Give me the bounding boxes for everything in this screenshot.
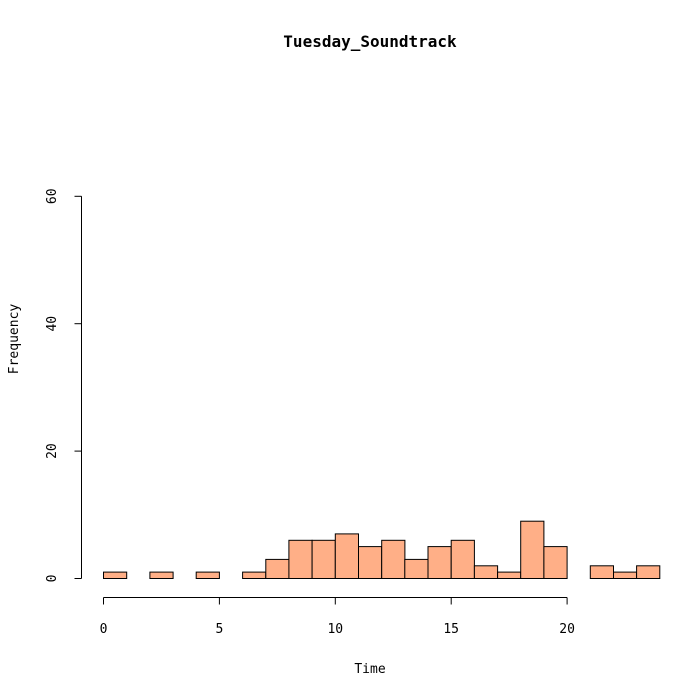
histogram-bar-11 bbox=[358, 546, 383, 579]
histogram-bar-18 bbox=[520, 520, 545, 580]
x-tick-label-0: 0 bbox=[100, 622, 108, 637]
x-tick-label-5: 5 bbox=[215, 622, 223, 637]
histogram-bar-16 bbox=[473, 565, 499, 579]
y-axis-label: Frequency bbox=[7, 304, 22, 375]
y-tick-label-40: 40 bbox=[45, 316, 60, 332]
histogram-bar-21 bbox=[589, 565, 614, 579]
histogram-bar-2 bbox=[149, 571, 174, 579]
histogram-bar-6 bbox=[242, 571, 267, 579]
histogram-bar-15 bbox=[450, 539, 475, 579]
histogram-bar-23 bbox=[636, 565, 661, 579]
x-axis-label: Time bbox=[354, 662, 385, 677]
x-axis: 0 5 10 15 20 bbox=[100, 597, 575, 637]
y-axis: 0 20 40 60 bbox=[45, 188, 82, 582]
histogram-bar-8 bbox=[288, 539, 313, 579]
x-tick-label-20: 20 bbox=[559, 622, 575, 637]
bars-group bbox=[103, 520, 661, 580]
x-tick-label-10: 10 bbox=[327, 622, 343, 637]
histogram-bar-12 bbox=[381, 539, 406, 579]
histogram-bar-17 bbox=[497, 571, 522, 579]
y-tick-label-60: 60 bbox=[45, 188, 60, 204]
histogram-bar-9 bbox=[311, 539, 336, 579]
histogram-bar-4 bbox=[195, 571, 220, 579]
chart-title: Tuesday_Soundtrack bbox=[283, 32, 457, 51]
y-tick-label-20: 20 bbox=[45, 443, 60, 459]
x-tick-label-15: 15 bbox=[443, 622, 459, 637]
histogram-bar-0 bbox=[103, 571, 128, 579]
histogram-bar-22 bbox=[613, 571, 638, 579]
y-tick-label-0: 0 bbox=[45, 575, 60, 583]
histogram-bar-19 bbox=[543, 546, 568, 579]
histogram-bar-14 bbox=[427, 546, 452, 579]
histogram-bar-13 bbox=[404, 558, 429, 580]
histogram-bar-7 bbox=[265, 558, 290, 580]
histogram-bar-10 bbox=[334, 533, 359, 580]
